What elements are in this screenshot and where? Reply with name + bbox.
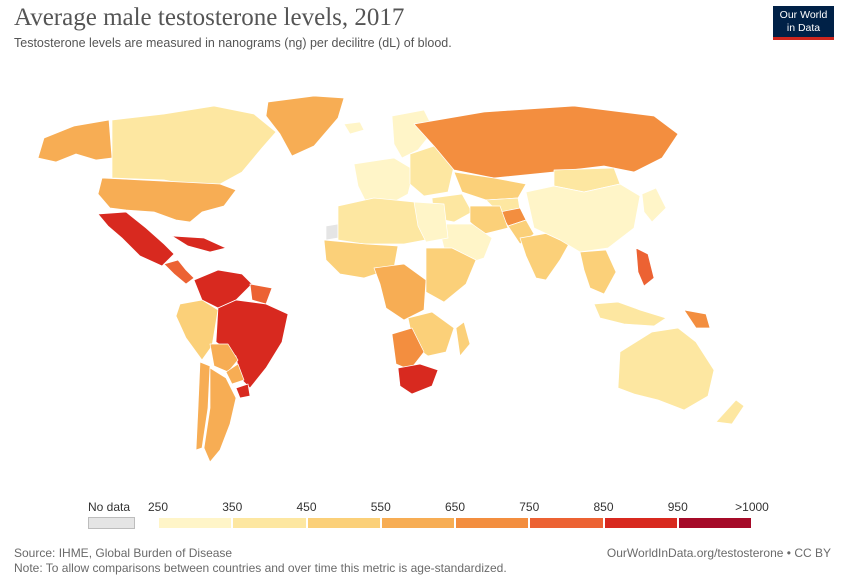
region-scandinavia[interactable] [391,109,435,159]
region-alaska[interactable] [37,119,113,163]
region-canada[interactable] [111,105,277,187]
region-southeast-asia[interactable] [579,249,617,295]
region-central-america[interactable] [163,259,195,285]
region-south-africa[interactable] [397,363,439,395]
region-peru-ecuador[interactable] [175,299,219,361]
legend-tick-label: 850 [593,500,614,514]
legend-color-swatch[interactable] [380,517,455,529]
region-uruguay[interactable] [235,383,251,399]
region-paraguay[interactable] [225,363,245,385]
legend-no-data-label: No data [88,500,131,514]
region-china[interactable] [525,183,641,253]
region-australia[interactable] [617,327,715,411]
region-iran[interactable] [469,205,509,235]
legend-tick-label: >1000 [735,500,769,514]
owid-logo[interactable]: Our World in Data [773,6,834,40]
world-map [37,95,745,463]
region-usa[interactable] [97,177,237,223]
legend-color-swatch[interactable] [529,517,604,529]
region-madagascar[interactable] [455,321,471,357]
legend-color-swatch[interactable] [158,517,233,529]
region-chile[interactable] [195,361,211,451]
region-korea-japan[interactable] [641,187,667,223]
logo-line-2: in Data [786,22,821,34]
legend-color-swatch[interactable] [677,517,752,529]
legend-no-data-swatch[interactable] [88,517,135,529]
source-link[interactable]: OurWorldInData.org/testosterone • CC BY [606,546,831,560]
region-greenland[interactable] [265,95,345,157]
legend-tick-label: 550 [370,500,391,514]
region-east-africa[interactable] [425,247,477,303]
region-namibia-botswana[interactable] [391,327,425,371]
region-western-sahara[interactable] [325,223,339,241]
footnote: Note: To allow comparisons between count… [14,561,507,575]
legend-tick-label: 250 [147,500,169,514]
legend-tick-label: 650 [444,500,466,514]
legend-tick-label: 750 [519,500,540,514]
region-guianas[interactable] [249,283,273,305]
region-mexico[interactable] [97,211,175,267]
legend-tick-label: 350 [222,500,243,514]
logo-line-1: Our World [779,9,828,21]
legend-color-swatch[interactable] [455,517,530,529]
region-indonesia[interactable] [593,301,667,327]
region-caribbean[interactable] [171,235,227,253]
region-bolivia[interactable] [209,343,239,373]
region-new-zealand[interactable] [715,399,745,425]
chart-subtitle: Testosterone levels are measured in nano… [14,36,452,50]
legend-color-swatch[interactable] [603,517,678,529]
legend-tick-label: 450 [296,500,317,514]
chart-title: Average male testosterone levels, 2017 [14,4,405,31]
region-central-africa[interactable] [373,263,427,321]
region-argentina[interactable] [203,367,237,463]
source-note: Source: IHME, Global Burden of Disease [14,546,233,560]
legend-tick-label: 950 [667,500,688,514]
region-russia[interactable] [413,105,679,179]
region-iceland[interactable] [343,121,365,135]
color-legend: No data 250 350 450 550 650 750 850 950 >1000 [0,495,845,535]
region-papua-new-guinea[interactable] [683,309,711,329]
legend-color-swatch[interactable] [306,517,381,529]
region-philippines[interactable] [635,247,655,287]
legend-color-swatch[interactable] [232,517,307,529]
region-egypt[interactable] [413,201,449,243]
